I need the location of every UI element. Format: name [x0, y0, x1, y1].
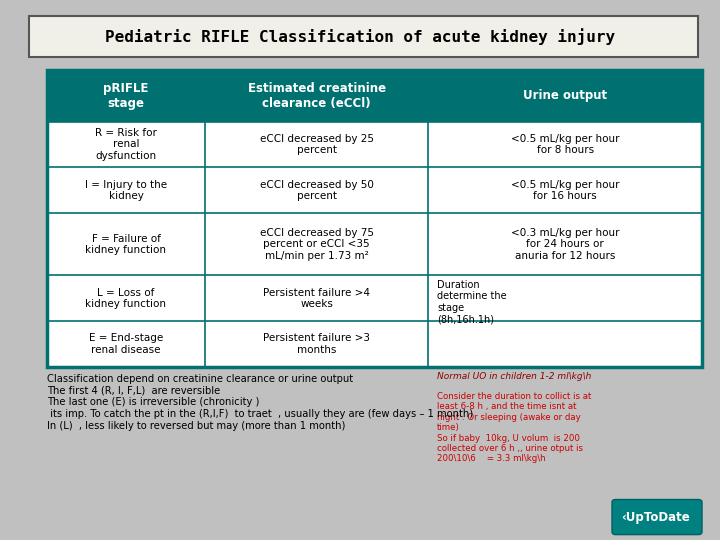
Text: R = Risk for
renal
dysfunction: R = Risk for renal dysfunction — [95, 128, 157, 161]
Text: Normal UO in children 1-2 ml\kg\h: Normal UO in children 1-2 ml\kg\h — [437, 372, 591, 381]
Text: Classification depend on creatinine clearance or urine output
The first 4 (R, I,: Classification depend on creatinine clea… — [47, 374, 473, 430]
Text: Urine output: Urine output — [523, 89, 607, 103]
Text: pRIFLE
stage: pRIFLE stage — [103, 82, 149, 110]
Text: Estimated creatinine
clearance (eCCl): Estimated creatinine clearance (eCCl) — [248, 82, 386, 110]
Text: I = Injury to the
kidney: I = Injury to the kidney — [85, 179, 167, 201]
Text: Duration
determine the
stage
(8h,16h.1h): Duration determine the stage (8h,16h.1h) — [437, 280, 507, 325]
Text: <0.5 mL/kg per hour
for 16 hours: <0.5 mL/kg per hour for 16 hours — [511, 179, 619, 201]
Text: L = Loss of
kidney function: L = Loss of kidney function — [86, 287, 166, 309]
Text: Persistent failure >4
weeks: Persistent failure >4 weeks — [264, 287, 370, 309]
Text: E = End-stage
renal disease: E = End-stage renal disease — [89, 333, 163, 355]
Text: Pediatric RIFLE Classification of acute kidney injury: Pediatric RIFLE Classification of acute … — [105, 28, 615, 45]
Text: <0.3 mL/kg per hour
for 24 hours or
anuria for 12 hours: <0.3 mL/kg per hour for 24 hours or anur… — [511, 228, 619, 261]
Text: Persistent failure >3
months: Persistent failure >3 months — [264, 333, 370, 355]
Text: eCCl decreased by 25
percent: eCCl decreased by 25 percent — [260, 133, 374, 156]
Text: <0.5 mL/kg per hour
for 8 hours: <0.5 mL/kg per hour for 8 hours — [511, 133, 619, 156]
Text: Consider the duration to collict is at
least 6-8 h , and the time isnt at
night : Consider the duration to collict is at l… — [437, 392, 591, 463]
Text: eCCl decreased by 50
percent: eCCl decreased by 50 percent — [260, 179, 374, 201]
Text: F = Failure of
kidney function: F = Failure of kidney function — [86, 233, 166, 255]
Text: eCCl decreased by 75
percent or eCCl <35
mL/min per 1.73 m²: eCCl decreased by 75 percent or eCCl <35… — [260, 228, 374, 261]
Text: ‹UpToDate: ‹UpToDate — [621, 511, 689, 524]
